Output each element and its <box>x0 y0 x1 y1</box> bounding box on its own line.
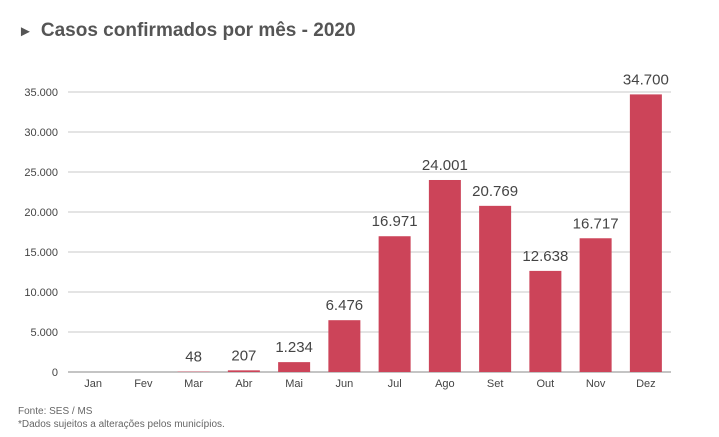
data-label: 20.769 <box>472 183 518 200</box>
data-label: 16.971 <box>372 213 418 230</box>
y-tick-label: 30.000 <box>24 127 58 139</box>
y-tick-label: 5.000 <box>30 327 58 339</box>
x-tick-label: Out <box>537 378 555 390</box>
chart-footer: Fonte: SES / MS *Dados sujeitos a altera… <box>18 405 225 431</box>
x-tick-label: Mai <box>285 378 303 390</box>
data-label: 24.001 <box>422 157 468 174</box>
bar <box>479 205 512 372</box>
x-tick-label: Jun <box>336 378 354 390</box>
x-tick-label: Ago <box>435 378 455 390</box>
x-tick-label: Mar <box>184 378 203 390</box>
chart-title: ► Casos confirmados por mês - 2020 <box>18 20 356 42</box>
bar <box>278 362 311 372</box>
data-label: 34.700 <box>623 71 669 88</box>
data-label: 16.717 <box>573 215 619 232</box>
bar <box>378 236 411 372</box>
x-tick-label: Jan <box>84 378 102 390</box>
x-tick-label: Jul <box>388 378 402 390</box>
data-label: 6.476 <box>326 297 364 314</box>
chart-title-text: Casos confirmados por mês - 2020 <box>40 20 356 41</box>
y-tick-label: 20.000 <box>24 207 58 219</box>
bar <box>529 270 562 372</box>
bar <box>428 179 461 372</box>
y-tick-label: 15.000 <box>24 247 58 259</box>
data-label: 48 <box>185 349 202 366</box>
y-tick-label: 10.000 <box>24 287 58 299</box>
x-tick-label: Dez <box>636 378 656 390</box>
x-tick-label: Fev <box>134 378 153 390</box>
disclaimer-note: *Dados sujeitos a alterações pelos munic… <box>18 419 225 430</box>
bar <box>328 320 361 372</box>
data-label: 207 <box>231 347 256 364</box>
y-tick-label: 0 <box>52 367 58 379</box>
triangle-marker-icon: ► <box>18 22 33 40</box>
y-tick-label: 35.000 <box>24 87 58 99</box>
x-tick-label: Nov <box>586 378 606 390</box>
x-tick-label: Set <box>487 378 504 390</box>
data-label: 12.638 <box>522 248 568 265</box>
x-tick-label: Abr <box>235 378 252 390</box>
source-note: Fonte: SES / MS <box>18 406 93 417</box>
bar <box>629 94 662 373</box>
data-label: 1.234 <box>275 339 313 356</box>
bar <box>227 370 260 372</box>
y-tick-label: 25.000 <box>24 167 58 179</box>
bar <box>579 238 612 372</box>
